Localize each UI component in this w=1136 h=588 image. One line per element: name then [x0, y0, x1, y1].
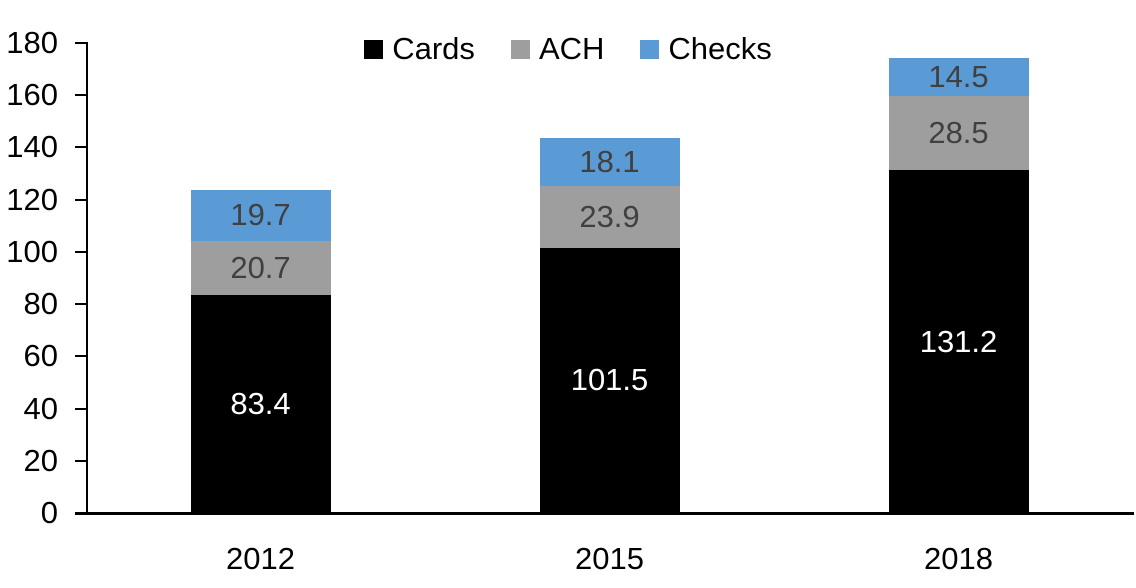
- bar-value-label: 28.5: [928, 115, 989, 151]
- x-category-label: 2012: [226, 541, 295, 576]
- y-tick-label: 180: [6, 25, 58, 60]
- y-axis-tick: [75, 407, 86, 410]
- bar-value-label: 18.1: [579, 143, 640, 179]
- x-category-label: 2015: [575, 541, 644, 576]
- bar-value-label: 23.9: [579, 198, 640, 234]
- legend-label: Cards: [392, 31, 475, 66]
- legend-label: Checks: [668, 31, 772, 66]
- bar-segment-ach: [888, 96, 1029, 171]
- y-axis-tick: [75, 146, 86, 149]
- bar-segment-ach: [539, 185, 680, 248]
- y-tick-label: 60: [23, 338, 58, 374]
- x-category-label: 2018: [924, 541, 993, 576]
- bar-segment-checks: [539, 138, 680, 186]
- legend: Cards ACH Checks: [0, 31, 1136, 67]
- y-axis-tick: [75, 42, 86, 44]
- bar-segment-checks: [190, 189, 331, 242]
- legend-item-ach: ACH: [510, 31, 605, 67]
- bar-segment-cards: [539, 247, 680, 513]
- y-axis-tick: [75, 94, 86, 97]
- y-axis-line: [86, 42, 88, 515]
- y-axis-tick: [75, 355, 86, 358]
- y-axis-tick: [75, 250, 86, 253]
- y-axis-tick: [75, 512, 86, 514]
- y-tick-label: 40: [23, 390, 58, 426]
- bar-value-label: 83.4: [230, 386, 291, 422]
- legend-label: ACH: [538, 31, 605, 66]
- legend-swatch-icon: [510, 39, 530, 59]
- bar-value-label: 14.5: [928, 59, 989, 95]
- legend-swatch-icon: [640, 39, 660, 59]
- y-tick-label: 80: [23, 286, 58, 322]
- legend-item-checks: Checks: [640, 31, 772, 67]
- bar-value-label: 20.7: [230, 250, 291, 286]
- y-tick-label: 160: [6, 77, 58, 113]
- bar-segment-checks: [888, 58, 1029, 96]
- bar-segment-cards: [190, 295, 331, 513]
- y-tick-label: 120: [6, 181, 58, 217]
- bar-value-label: 131.2: [919, 323, 998, 359]
- legend-item-cards: Cards: [364, 31, 475, 67]
- bar-value-label: 19.7: [230, 197, 291, 233]
- y-tick-label: 0: [40, 495, 58, 530]
- y-axis-tick: [75, 198, 86, 201]
- bar-segment-cards: [888, 170, 1029, 513]
- legend-swatch-icon: [364, 39, 384, 59]
- y-axis-tick: [75, 459, 86, 462]
- y-tick-label: 140: [6, 129, 58, 165]
- x-axis-line: [75, 512, 1134, 515]
- y-axis-tick: [75, 303, 86, 306]
- bar-value-label: 101.5: [570, 362, 649, 398]
- y-tick-label: 100: [6, 233, 58, 269]
- bar-segment-ach: [190, 241, 331, 296]
- y-tick-label: 20: [23, 442, 58, 478]
